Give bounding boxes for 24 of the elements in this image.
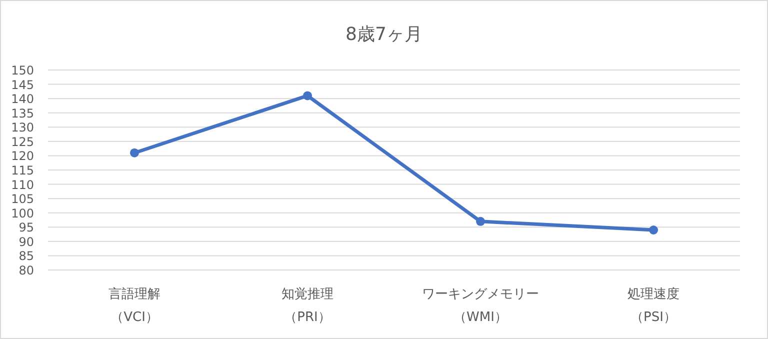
- y-tick-label: 120: [11, 149, 34, 164]
- y-tick-label: 145: [11, 78, 34, 92]
- y-tick-label: 105: [11, 192, 34, 206]
- y-tick-label: 115: [11, 164, 34, 178]
- chart-title: 8歳7ヶ月: [346, 24, 422, 45]
- y-tick-label: 85: [18, 249, 34, 264]
- y-tick-label: 110: [11, 178, 34, 192]
- x-tick-label: 知覚推理（PRI）: [282, 287, 334, 325]
- y-tick-label: 95: [18, 220, 34, 235]
- point: [130, 148, 139, 158]
- y-tick-label: 125: [11, 134, 34, 149]
- x-tick-label: 処理速度（PSI）: [628, 286, 680, 325]
- point: [303, 91, 312, 100]
- point: [649, 226, 658, 234]
- x-tick-label: 言語理解（VCI）: [108, 286, 160, 325]
- y-tick-label: 90: [18, 234, 34, 249]
- y-tick-label: 100: [11, 206, 34, 220]
- x-tick-label: ワーキングメモリー（WMI）: [422, 287, 539, 325]
- y-tick-label: 150: [11, 64, 34, 78]
- y-tick-label: 80: [18, 264, 34, 278]
- y-tick-label: 130: [11, 120, 34, 135]
- point: [476, 216, 485, 226]
- y-tick-label: 140: [11, 92, 34, 106]
- y-tick-label: 135: [11, 106, 34, 120]
